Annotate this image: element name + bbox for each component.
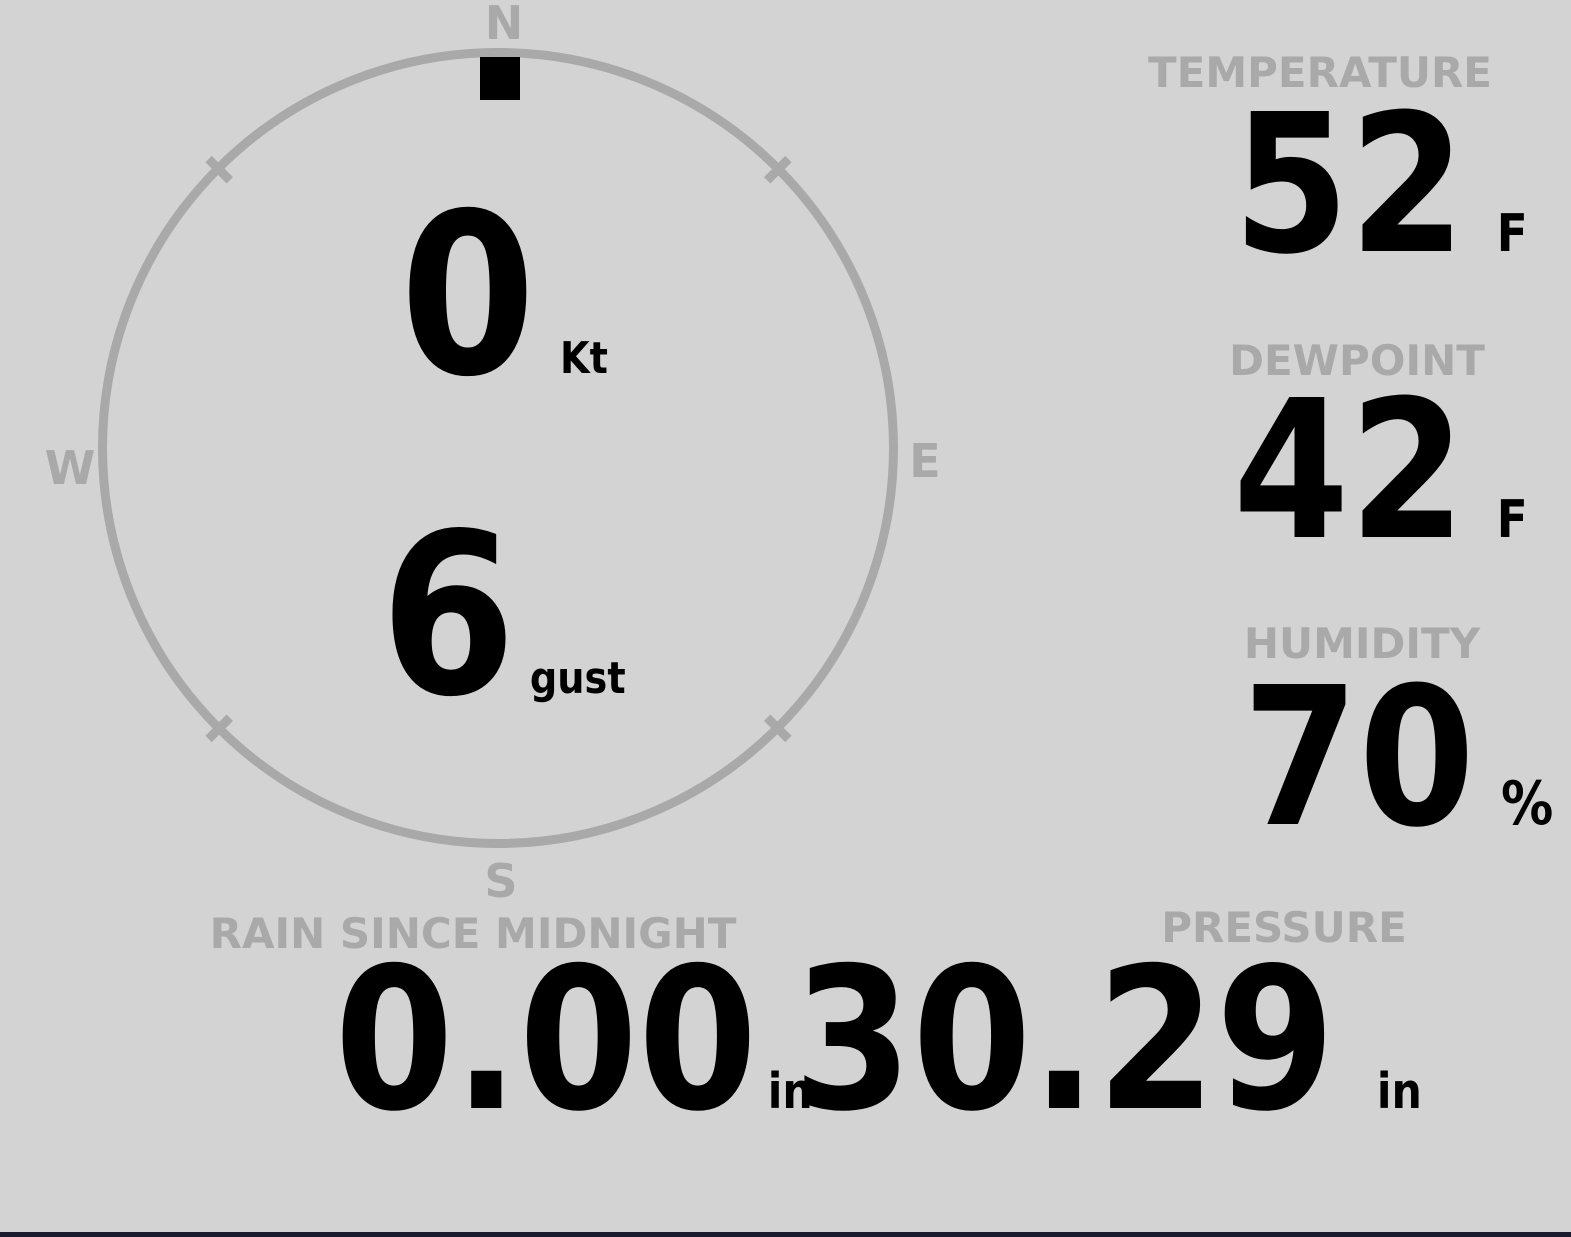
rain-since-midnight-unit: in (768, 1063, 813, 1120)
cardinal-west-label: W (44, 441, 96, 495)
temperature-label: TEMPERATURE (1148, 48, 1492, 97)
rain-since-midnight-label: RAIN SINCE MIDNIGHT (209, 909, 737, 958)
wind-direction-marker (480, 57, 520, 100)
cardinal-east-label: E (909, 434, 941, 488)
rain-since-midnight-value: 0.00 (334, 926, 758, 1155)
dewpoint-unit: F (1497, 490, 1528, 550)
dewpoint-value: 42 (1233, 360, 1466, 583)
compass-dial-circle (98, 48, 898, 848)
wind-gust-value: 6 (380, 485, 516, 746)
bottom-edge-bar (0, 1232, 1571, 1237)
pressure-value: 30.29 (793, 926, 1336, 1155)
wind-speed-unit: Kt (559, 333, 608, 384)
temperature-unit: F (1497, 204, 1528, 264)
cardinal-north-label: N (484, 0, 524, 50)
wind-gust-unit: gust (529, 653, 626, 704)
humidity-value: 70 (1242, 647, 1475, 870)
wind-speed-value: 0 (400, 165, 536, 426)
wind-gust-readout: 6 gust (380, 504, 625, 728)
cardinal-south-label: S (484, 854, 518, 908)
temperature-readout: 52 F (1233, 90, 1528, 282)
humidity-label: HUMIDITY (1243, 619, 1481, 668)
humidity-unit: % (1500, 769, 1553, 839)
rain-since-midnight-readout: 0.00 in (335, 942, 813, 1139)
humidity-readout: 70 % (1242, 663, 1553, 855)
dewpoint-readout: 42 F (1233, 376, 1528, 568)
pressure-readout: 30.29 in (793, 942, 1422, 1139)
wind-speed-readout: 0 Kt (400, 184, 608, 408)
temperature-value: 52 (1233, 74, 1466, 297)
pressure-label: PRESSURE (1161, 903, 1407, 952)
dewpoint-label: DEWPOINT (1229, 336, 1485, 385)
pressure-unit: in (1377, 1063, 1422, 1120)
